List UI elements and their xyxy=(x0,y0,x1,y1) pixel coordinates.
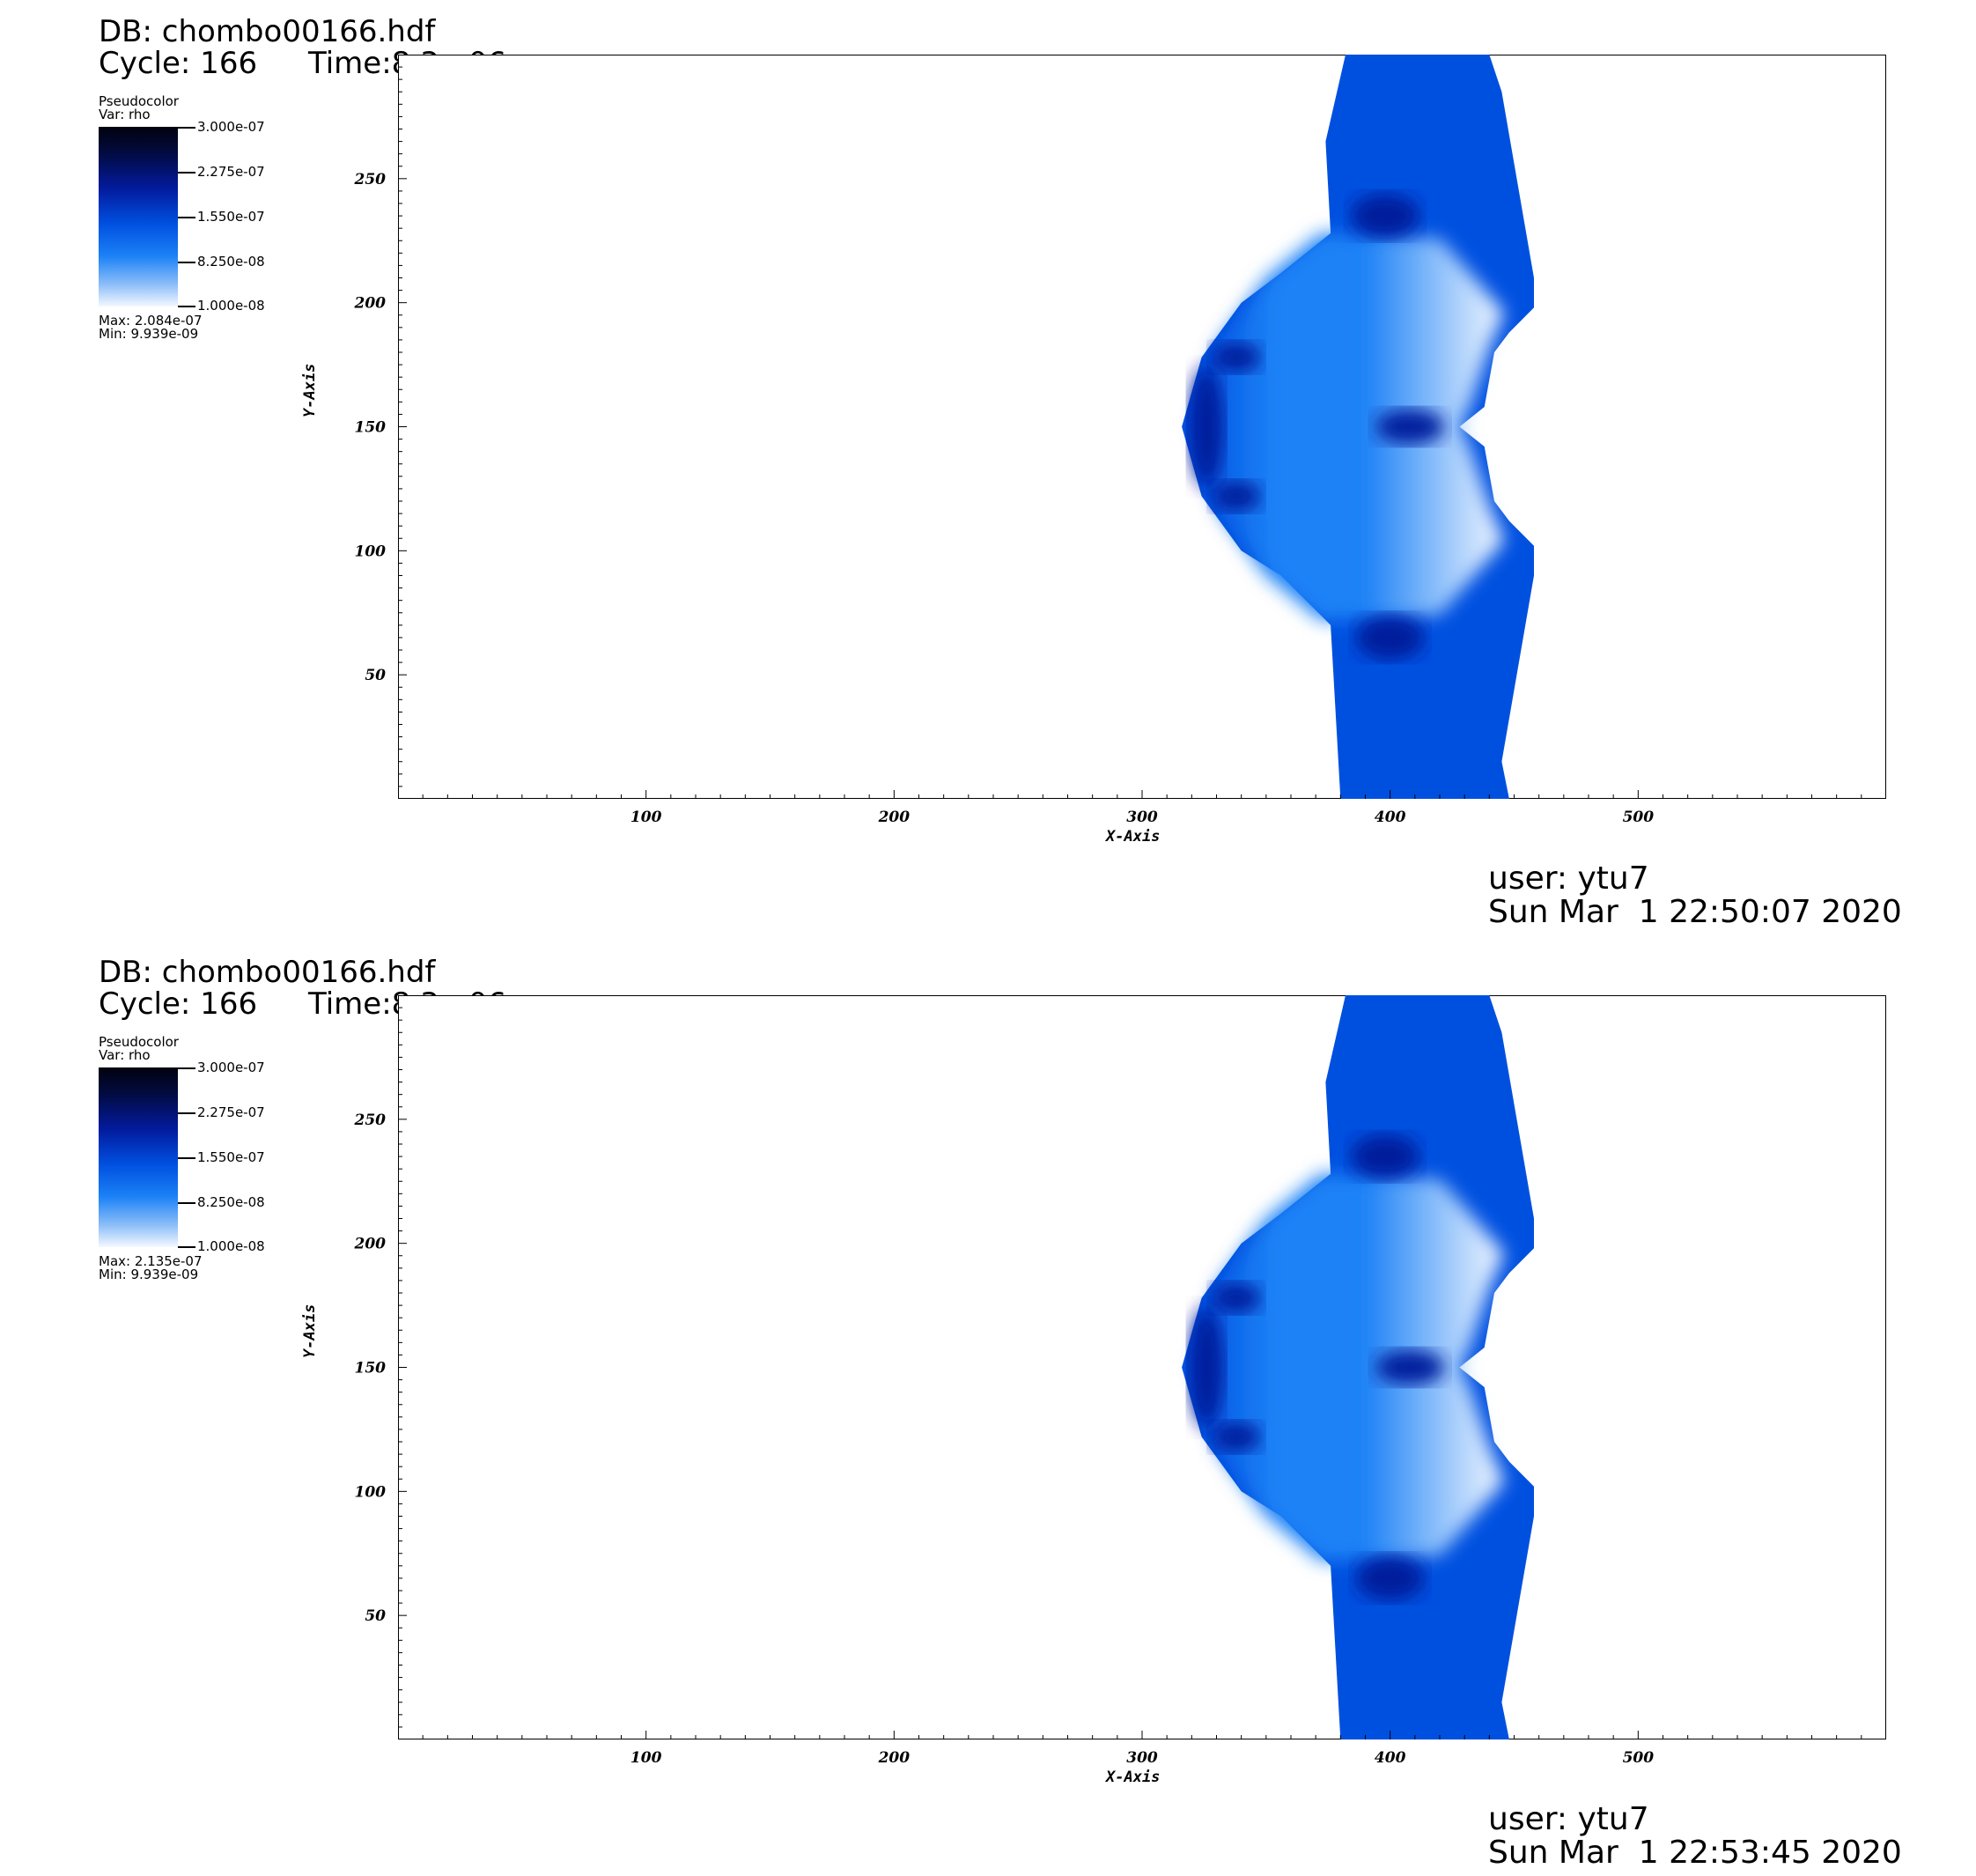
plot-panel-2: DB: chombo00166.hdf Cycle: 166 Time:8.3e… xyxy=(0,941,1976,1876)
colorbar-label: 1.000e-08 xyxy=(197,1238,265,1254)
y-tick-label: 150 xyxy=(355,1360,387,1377)
colorbar-tick xyxy=(178,172,195,174)
y-tick-label: 200 xyxy=(354,295,387,313)
y-tick-label: 100 xyxy=(355,543,387,560)
y-tick-label: 150 xyxy=(355,419,387,437)
legend-title: Pseudocolor xyxy=(99,1034,179,1050)
x-tick-label: 500 xyxy=(1623,809,1655,826)
colorbar-tick xyxy=(178,306,195,307)
density-core xyxy=(1211,1422,1262,1452)
x-tick-label: 400 xyxy=(1375,1749,1406,1767)
user-label: user: ytu7 xyxy=(1488,860,1649,897)
y-tick-label: 250 xyxy=(354,171,387,188)
colorbar-label: 1.000e-08 xyxy=(197,298,265,314)
max-label: Max: 2.084e-07 xyxy=(99,313,203,329)
x-tick-label: 300 xyxy=(1126,1749,1158,1767)
density-core xyxy=(1211,1282,1262,1313)
x-axis-label: X-Axis xyxy=(1106,1769,1161,1786)
y-tick-label: 50 xyxy=(365,667,386,684)
plot-svg: 100 200 300 400 500 50 100 150 200 250 xyxy=(354,995,1862,1767)
density-core xyxy=(1189,366,1224,487)
density-field-inner xyxy=(1197,1173,1505,1562)
colorbar-label: 8.250e-08 xyxy=(197,1194,265,1210)
cycle-label: Cycle: 166 xyxy=(99,986,258,1022)
x-tick-label: 100 xyxy=(630,809,662,826)
y-axis-label: Y-Axis xyxy=(301,363,319,417)
colorbar-tick xyxy=(178,1202,195,1204)
colorbar-label: 1.550e-07 xyxy=(197,209,265,225)
x-tick-label: 100 xyxy=(630,1749,662,1767)
density-core xyxy=(1375,1349,1445,1385)
y-tick-label: 100 xyxy=(355,1483,387,1501)
density-field-inner xyxy=(1197,233,1505,621)
x-axis-label: X-Axis xyxy=(1106,828,1161,846)
plot-area xyxy=(398,995,1886,1739)
density-core xyxy=(1211,342,1262,373)
cycle-label: Cycle: 166 xyxy=(99,46,258,81)
colorbar-tick xyxy=(178,217,195,218)
colorbar-label: 3.000e-07 xyxy=(197,1060,265,1075)
density-core xyxy=(1355,1555,1426,1601)
plot-panel-1: DB: chombo00166.hdf Cycle: 166 Time:8.3e… xyxy=(0,0,1976,935)
density-core xyxy=(1355,615,1426,661)
x-tick-label: 400 xyxy=(1375,809,1406,826)
plot-svg: 100 200 300 400 500 50 100 150 200 250 xyxy=(354,55,1862,826)
y-tick-label: 200 xyxy=(354,1236,387,1253)
date-label: Sun Mar 1 22:50:07 2020 xyxy=(1488,894,1902,930)
colorbar-label: 2.275e-07 xyxy=(197,1104,265,1120)
density-core xyxy=(1189,1307,1224,1428)
colorbar-label: 2.275e-07 xyxy=(197,164,265,180)
legend-title: Pseudocolor xyxy=(99,93,179,109)
min-label: Min: 9.939e-09 xyxy=(99,326,199,342)
y-tick-label: 50 xyxy=(365,1607,386,1625)
min-label: Min: 9.939e-09 xyxy=(99,1267,199,1282)
plot-area xyxy=(398,55,1886,799)
colorbar-tick xyxy=(178,1157,195,1159)
y-axis-label: Y-Axis xyxy=(301,1304,319,1358)
colorbar-tick xyxy=(178,1112,195,1114)
colorbar-tick xyxy=(178,127,195,129)
density-core xyxy=(1350,193,1420,239)
x-tick-label: 500 xyxy=(1623,1749,1655,1767)
legend-var: Var: rho xyxy=(99,107,151,122)
colorbar-tick xyxy=(178,1067,195,1069)
density-core xyxy=(1350,1134,1420,1179)
density-core xyxy=(1211,481,1262,512)
colorbar-tick xyxy=(178,1246,195,1248)
max-label: Max: 2.135e-07 xyxy=(99,1253,203,1269)
x-tick-label: 300 xyxy=(1126,809,1158,826)
date-label: Sun Mar 1 22:53:45 2020 xyxy=(1488,1835,1902,1871)
legend-var: Var: rho xyxy=(99,1047,151,1063)
y-tick-label: 250 xyxy=(354,1112,387,1129)
x-tick-label: 200 xyxy=(878,809,911,826)
db-label: DB: chombo00166.hdf xyxy=(99,14,436,49)
density-core xyxy=(1375,409,1445,445)
colorbar xyxy=(99,1067,178,1247)
colorbar-label: 8.250e-08 xyxy=(197,254,265,270)
x-tick-label: 200 xyxy=(878,1749,911,1767)
colorbar xyxy=(99,127,178,307)
colorbar-label: 3.000e-07 xyxy=(197,119,265,135)
user-label: user: ytu7 xyxy=(1488,1801,1649,1837)
colorbar-tick xyxy=(178,262,195,263)
db-label: DB: chombo00166.hdf xyxy=(99,955,436,990)
colorbar-label: 1.550e-07 xyxy=(197,1149,265,1165)
